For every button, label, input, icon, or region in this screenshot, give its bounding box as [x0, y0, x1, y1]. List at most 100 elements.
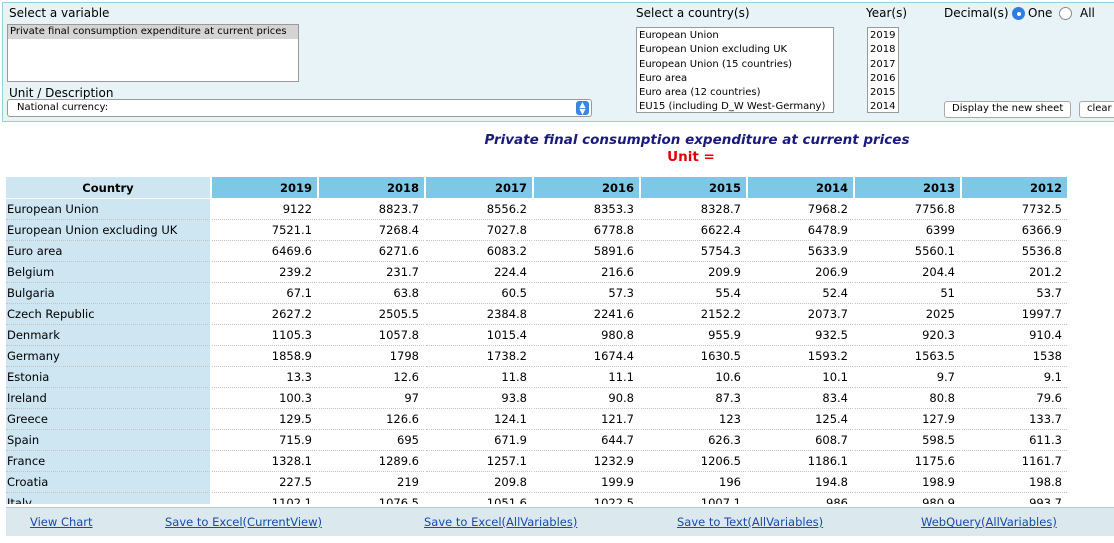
save-text-all-link[interactable]: Save to Text(AllVariables) — [677, 515, 824, 529]
value-cell: 5891.6 — [533, 240, 641, 262]
clear-button[interactable]: clear — [1079, 101, 1114, 118]
country-option[interactable]: Euro area (12 countries) — [639, 87, 761, 99]
country-cell: Germany — [6, 345, 212, 367]
country-cell: Spain — [6, 429, 212, 451]
value-cell: 626.3 — [640, 429, 748, 451]
year-listbox[interactable]: 2019 2018 2017 2016 2015 2014 — [867, 27, 899, 113]
value-cell: 1022.5 — [533, 492, 641, 504]
decimal-one-radio[interactable] — [1012, 7, 1025, 20]
variable-listbox[interactable]: Private final consumption expenditure at… — [7, 24, 299, 82]
save-excel-all-link[interactable]: Save to Excel(AllVariables) — [424, 515, 578, 529]
value-cell: 644.7 — [533, 429, 641, 451]
year-option[interactable]: 2016 — [870, 72, 896, 84]
value-cell: 7268.4 — [318, 219, 426, 241]
webquery-all-link[interactable]: WebQuery(AllVariables) — [921, 515, 1057, 529]
value-cell: 133.7 — [961, 408, 1069, 430]
value-cell: 79.6 — [961, 387, 1069, 409]
value-cell: 8353.3 — [533, 198, 641, 220]
value-cell: 80.8 — [854, 387, 962, 409]
column-header-year[interactable]: 2013 — [854, 177, 962, 199]
table-row: Italy 1102.1 1076.5 1051.6 1022.5 1007.1 986 98… — [6, 492, 1069, 504]
value-cell: 2152.2 — [640, 303, 748, 325]
column-header-year[interactable]: 2016 — [533, 177, 641, 199]
value-cell: 2241.6 — [533, 303, 641, 325]
value-cell: 1105.3 — [211, 324, 319, 346]
column-header-year[interactable]: 2019 — [211, 177, 319, 199]
column-header-year[interactable]: 2014 — [747, 177, 855, 199]
footer-bar: View Chart Save to Excel(CurrentView) Sa… — [6, 507, 1114, 536]
value-cell: 97 — [318, 387, 426, 409]
unit-select[interactable]: National currency: ▲ ▼ — [7, 99, 592, 117]
value-cell: 198.8 — [961, 471, 1069, 493]
decimal-label: Decimal(s) — [944, 6, 1009, 20]
value-cell: 5754.3 — [640, 240, 748, 262]
value-cell: 126.6 — [318, 408, 426, 430]
value-cell: 6778.8 — [533, 219, 641, 241]
value-cell: 1076.5 — [318, 492, 426, 504]
country-listbox[interactable]: European Union European Union excluding U… — [636, 27, 834, 113]
value-cell: 980.8 — [533, 324, 641, 346]
column-header-year[interactable]: 2017 — [425, 177, 534, 199]
value-cell: 598.5 — [854, 429, 962, 451]
value-cell: 6478.9 — [747, 219, 855, 241]
value-cell: 8823.7 — [318, 198, 426, 220]
country-option[interactable]: Euro area — [639, 72, 688, 84]
country-cell: Denmark — [6, 324, 212, 346]
country-cell: Estonia — [6, 366, 212, 388]
value-cell: 6366.9 — [961, 219, 1069, 241]
value-cell: 1858.9 — [211, 345, 319, 367]
value-cell: 52.4 — [747, 282, 855, 304]
country-cell: Bulgaria — [6, 282, 212, 304]
value-cell: 9.1 — [961, 366, 1069, 388]
value-cell: 206.9 — [747, 261, 855, 283]
value-cell: 227.5 — [211, 471, 319, 493]
decimal-all-label: All — [1080, 6, 1095, 20]
view-chart-link[interactable]: View Chart — [30, 515, 93, 529]
value-cell: 993.7 — [961, 492, 1069, 504]
column-header-year[interactable]: 2018 — [318, 177, 426, 199]
country-option[interactable]: European Union excluding UK — [639, 44, 788, 56]
value-cell: 986 — [747, 492, 855, 504]
year-option[interactable]: 2014 — [870, 101, 896, 113]
value-cell: 1057.8 — [318, 324, 426, 346]
value-cell: 10.6 — [640, 366, 748, 388]
value-cell: 224.4 — [425, 261, 534, 283]
table-row: Belgium 239.2 231.7 224.4 216.6 209.9 206.9 204… — [6, 261, 1069, 283]
display-sheet-button[interactable]: Display the new sheet — [944, 101, 1072, 118]
table-row: Bulgaria 67.1 63.8 60.5 57.3 55.4 52.4 51 53.7 — [6, 282, 1069, 304]
value-cell: 12.6 — [318, 366, 426, 388]
unit-select-value: National currency: — [17, 102, 109, 113]
value-cell: 2025 — [854, 303, 962, 325]
year-option[interactable]: 2015 — [870, 87, 896, 99]
year-option[interactable]: 2017 — [870, 58, 896, 70]
country-option[interactable]: European Union (15 countries) — [639, 58, 793, 70]
value-cell: 194.8 — [747, 471, 855, 493]
country-option[interactable]: EU15 (including D_W West-Germany) — [639, 101, 826, 113]
year-option[interactable]: 2018 — [870, 44, 896, 56]
value-cell: 1051.6 — [425, 492, 534, 504]
save-excel-current-link[interactable]: Save to Excel(CurrentView) — [165, 515, 323, 529]
value-cell: 1289.6 — [318, 450, 426, 472]
value-cell: 2384.8 — [425, 303, 534, 325]
value-cell: 127.9 — [854, 408, 962, 430]
value-cell: 13.3 — [211, 366, 319, 388]
value-cell: 920.3 — [854, 324, 962, 346]
value-cell: 9122 — [211, 198, 319, 220]
country-option[interactable]: European Union — [639, 30, 719, 41]
year-option[interactable]: 2019 — [870, 30, 896, 41]
value-cell: 199.9 — [533, 471, 641, 493]
table-title: Private final consumption expenditure at… — [484, 132, 910, 148]
value-cell: 7732.5 — [961, 198, 1069, 220]
value-cell: 1102.1 — [211, 492, 319, 504]
variable-option-selected[interactable]: Private final consumption expenditure at… — [8, 25, 298, 39]
table-row: Estonia 13.3 12.6 11.8 11.1 10.6 10.1 9.7 9.1 — [6, 366, 1069, 388]
column-header-year[interactable]: 2012 — [961, 177, 1069, 199]
decimal-all-radio[interactable] — [1059, 7, 1072, 20]
column-header-country[interactable]: Country — [6, 177, 212, 199]
country-cell: European Union — [6, 198, 212, 220]
chevron-updown-icon: ▲ ▼ — [576, 101, 589, 116]
value-cell: 8328.7 — [640, 198, 748, 220]
decimal-one-label: One — [1028, 6, 1053, 20]
column-header-year[interactable]: 2015 — [640, 177, 748, 199]
value-cell: 93.8 — [425, 387, 534, 409]
